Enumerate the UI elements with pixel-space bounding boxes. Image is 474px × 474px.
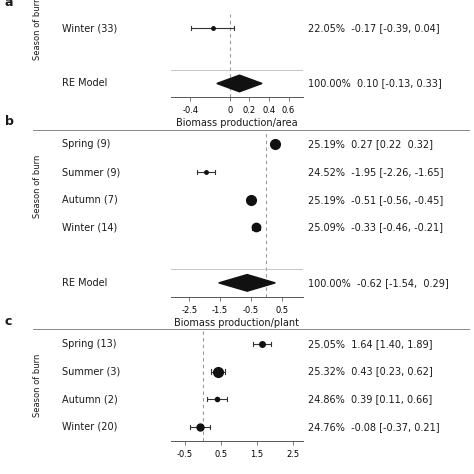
Text: Spring (9): Spring (9) bbox=[62, 139, 110, 149]
Text: Autumn (2): Autumn (2) bbox=[62, 394, 118, 404]
Text: 100.00%  0.10 [-0.13, 0.33]: 100.00% 0.10 [-0.13, 0.33] bbox=[308, 79, 442, 89]
Text: Spring (13): Spring (13) bbox=[62, 339, 116, 349]
Text: RE Model: RE Model bbox=[62, 79, 107, 89]
Text: Season of burn: Season of burn bbox=[34, 154, 42, 218]
Text: Summer (9): Summer (9) bbox=[62, 167, 120, 177]
Text: RE Model: RE Model bbox=[62, 278, 107, 288]
Text: 25.09%  -0.33 [-0.46, -0.21]: 25.09% -0.33 [-0.46, -0.21] bbox=[308, 222, 443, 232]
Text: 25.32%  0.43 [0.23, 0.62]: 25.32% 0.43 [0.23, 0.62] bbox=[308, 366, 433, 376]
Text: Season of burn: Season of burn bbox=[34, 0, 42, 60]
Text: 25.19%  0.27 [0.22  0.32]: 25.19% 0.27 [0.22 0.32] bbox=[308, 139, 433, 149]
Text: Autumn (7): Autumn (7) bbox=[62, 195, 118, 205]
Polygon shape bbox=[219, 274, 275, 291]
Text: a: a bbox=[5, 0, 13, 9]
Text: b: b bbox=[5, 115, 14, 128]
Text: 25.19%  -0.51 [-0.56, -0.45]: 25.19% -0.51 [-0.56, -0.45] bbox=[308, 195, 443, 205]
Text: Summer (3): Summer (3) bbox=[62, 366, 120, 376]
Text: 24.86%  0.39 [0.11, 0.66]: 24.86% 0.39 [0.11, 0.66] bbox=[308, 394, 432, 404]
Text: Winter (20): Winter (20) bbox=[62, 422, 117, 432]
Text: 25.05%  1.64 [1.40, 1.89]: 25.05% 1.64 [1.40, 1.89] bbox=[308, 339, 433, 349]
Text: 24.52%  -1.95 [-2.26, -1.65]: 24.52% -1.95 [-2.26, -1.65] bbox=[308, 167, 444, 177]
Text: Season of burn: Season of burn bbox=[34, 354, 42, 417]
Text: 100.00%  -0.62 [-1.54,  0.29]: 100.00% -0.62 [-1.54, 0.29] bbox=[308, 278, 449, 288]
Text: 24.76%  -0.08 [-0.37, 0.21]: 24.76% -0.08 [-0.37, 0.21] bbox=[308, 422, 440, 432]
X-axis label: Biomass production/plant: Biomass production/plant bbox=[174, 318, 300, 328]
Text: c: c bbox=[5, 315, 12, 328]
Text: Winter (14): Winter (14) bbox=[62, 222, 117, 232]
Polygon shape bbox=[217, 75, 262, 92]
Text: 22.05%  -0.17 [-0.39, 0.04]: 22.05% -0.17 [-0.39, 0.04] bbox=[308, 23, 440, 33]
Text: Winter (33): Winter (33) bbox=[62, 23, 117, 33]
X-axis label: Biomass production/area: Biomass production/area bbox=[176, 118, 298, 128]
